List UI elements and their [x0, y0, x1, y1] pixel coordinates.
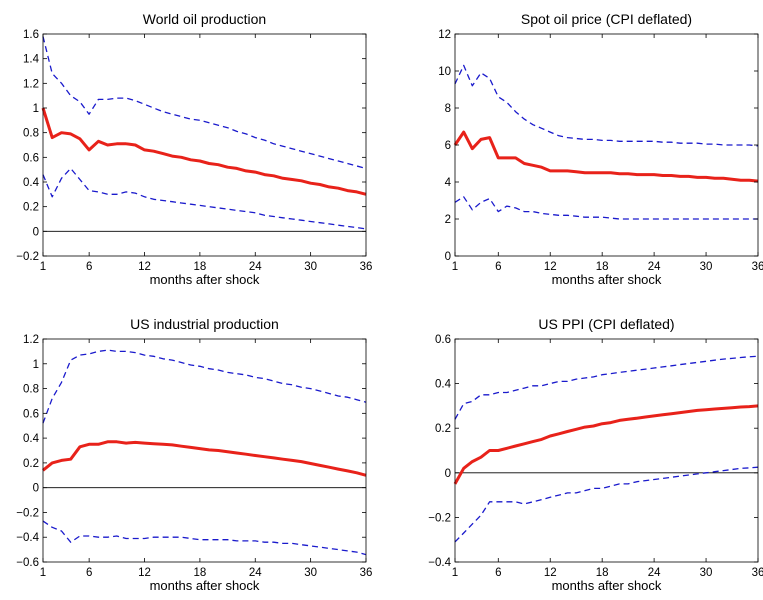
x-tick-label: 36	[752, 567, 763, 579]
y-tick-label: 1.6	[23, 29, 39, 41]
upper-band-line	[42, 36, 367, 170]
x-tick-label: 18	[193, 261, 206, 273]
chart-title: Spot oil price (CPI deflated)	[521, 11, 692, 27]
upper-band-line	[454, 355, 759, 420]
panel-spot-oil-price: Spot oil price (CPI deflated)1 6 12 18 24 30 3…	[438, 11, 763, 287]
x-tick-label: 1	[452, 261, 458, 273]
response-line	[453, 404, 759, 485]
y-tick-label: 6	[445, 140, 451, 152]
plot-frame	[42, 33, 367, 257]
upper-band-line	[42, 349, 367, 424]
x-tick-label: 36	[360, 261, 373, 273]
chart-title: US industrial production	[130, 316, 279, 332]
response-line	[453, 130, 759, 183]
y-tick-label: 12	[438, 29, 451, 41]
x-tick-label: 36	[752, 261, 763, 273]
y-tick-label: 0.6	[23, 408, 39, 420]
y-tick-label: 1	[33, 359, 39, 371]
x-tick-label: 30	[700, 261, 713, 273]
y-tick-label: 0.2	[23, 458, 39, 470]
y-tick-label: 1.2	[23, 78, 39, 90]
y-tick-label: 0	[33, 226, 39, 238]
response-line	[42, 440, 367, 477]
x-axis-label: months after shock	[552, 272, 662, 287]
lower-band-line	[454, 466, 759, 543]
x-tick-label: 12	[138, 567, 151, 579]
y-tick-label: 4	[445, 177, 452, 189]
y-tick-label: 1	[33, 103, 39, 115]
x-tick-label: 24	[249, 261, 262, 273]
y-tick-label: 0	[445, 468, 451, 480]
x-tick-label: 24	[249, 567, 262, 579]
y-tick-label: −0.4	[428, 557, 451, 569]
x-tick-label: 18	[596, 261, 609, 273]
lower-band-line	[454, 196, 758, 220]
x-tick-label: 1	[452, 567, 458, 579]
x-tick-label: 6	[495, 261, 501, 273]
y-tick-label: 0.6	[23, 152, 39, 164]
y-tick-label: −0.2	[16, 507, 39, 519]
x-tick-label: 6	[86, 261, 92, 273]
x-tick-label: 36	[360, 567, 373, 579]
y-tick-label: 1.4	[23, 54, 40, 66]
x-tick-label: 24	[648, 261, 661, 273]
lower-band-line	[42, 167, 367, 230]
response-line	[41, 107, 367, 196]
y-tick-label: 0.4	[23, 433, 40, 445]
upper-band-line	[454, 64, 759, 147]
plot-frame	[454, 33, 759, 257]
panel-us-ppi: US PPI (CPI deflated) 1 6 12 18 24 30 36 −0.4 −0.…	[428, 316, 763, 593]
y-tick-label: 0	[445, 251, 451, 263]
plot-frame	[42, 338, 367, 563]
y-tick-label: 0.4	[23, 177, 40, 189]
x-axis-label: months after shock	[552, 578, 662, 593]
x-tick-label: 18	[596, 567, 609, 579]
x-axis-label: months after shock	[150, 578, 260, 593]
x-tick-label: 18	[193, 567, 206, 579]
y-tick-label: 0.2	[23, 202, 39, 214]
chart-title: World oil production	[143, 11, 266, 27]
y-tick-label: 0.6	[435, 334, 451, 346]
y-tick-label: 10	[438, 66, 451, 78]
lower-band-line	[42, 520, 367, 556]
x-tick-label: 6	[86, 567, 92, 579]
x-tick-label: 30	[304, 567, 317, 579]
plot-frame	[454, 338, 759, 563]
y-tick-label: 8	[445, 103, 451, 115]
y-tick-label: 0.8	[23, 128, 39, 140]
x-tick-label: 30	[304, 261, 317, 273]
x-tick-label: 6	[495, 567, 501, 579]
x-tick-label: 12	[138, 261, 151, 273]
y-tick-label: −0.2	[428, 512, 451, 524]
y-tick-label: 2	[445, 214, 451, 226]
y-tick-label: −0.2	[16, 251, 39, 263]
panel-us-industrial-production: US industrial production 1 6 12 18 24 30 36 −0.6…	[16, 316, 372, 593]
y-tick-label: −0.4	[16, 532, 39, 544]
x-tick-label: 12	[544, 261, 557, 273]
y-tick-label: −0.6	[16, 557, 39, 569]
y-tick-label: 0.2	[435, 423, 451, 435]
x-tick-label: 1	[40, 261, 46, 273]
x-tick-label: 24	[648, 567, 661, 579]
x-tick-label: 30	[700, 567, 713, 579]
x-axis-label: months after shock	[150, 272, 260, 287]
y-tick-label: 0	[33, 483, 39, 495]
y-tick-label: 1.2	[23, 334, 39, 346]
panel-world-oil-production: World oil production 1 6 12 18 24 30 36 −0.2 0 0.2…	[16, 11, 372, 287]
x-tick-label: 12	[544, 567, 557, 579]
y-tick-label: 0.4	[435, 379, 452, 391]
chart-title: US PPI (CPI deflated)	[538, 316, 674, 332]
y-tick-label: 0.8	[23, 384, 39, 396]
x-tick-label: 1	[40, 567, 46, 579]
